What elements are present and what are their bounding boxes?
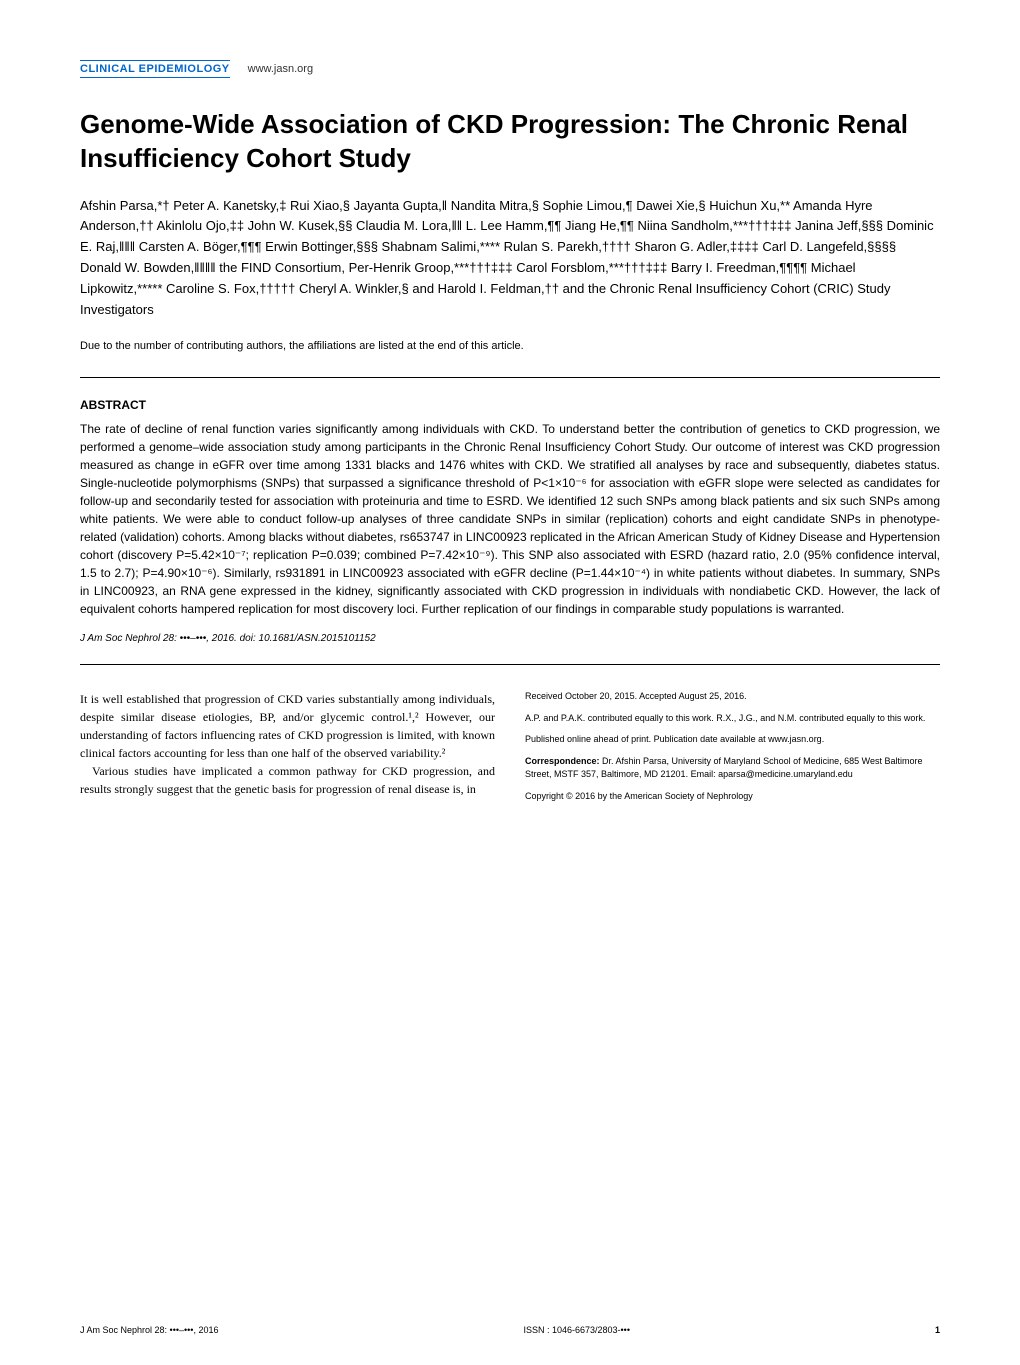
two-column-layout: It is well established that progression … — [80, 690, 940, 811]
copyright-line: Copyright © 2016 by the American Society… — [525, 790, 940, 804]
divider-line-2 — [80, 664, 940, 665]
category-label: CLINICAL EPIDEMIOLOGY — [80, 60, 230, 78]
affiliation-note: Due to the number of contributing author… — [80, 340, 940, 352]
body-paragraph-2: Various studies have implicated a common… — [80, 762, 495, 798]
received-date: Received October 20, 2015. Accepted Augu… — [525, 690, 940, 704]
page-footer: J Am Soc Nephrol 28: •••–•••, 2016 ISSN … — [80, 1325, 940, 1335]
abstract-text: The rate of decline of renal function va… — [80, 420, 940, 618]
correspondence-block: Correspondence: Dr. Afshin Parsa, Univer… — [525, 755, 940, 782]
divider-line — [80, 377, 940, 378]
header-row: CLINICAL EPIDEMIOLOGY www.jasn.org — [80, 60, 940, 108]
contributions-note: A.P. and P.A.K. contributed equally to t… — [525, 712, 940, 726]
footer-left: J Am Soc Nephrol 28: •••–•••, 2016 — [80, 1325, 218, 1335]
published-note: Published online ahead of print. Publica… — [525, 733, 940, 747]
website-link[interactable]: www.jasn.org — [248, 63, 313, 75]
body-paragraph-1: It is well established that progression … — [80, 690, 495, 762]
abstract-heading: ABSTRACT — [80, 398, 940, 412]
citation-line: J Am Soc Nephrol 28: •••–•••, 2016. doi:… — [80, 633, 940, 644]
right-column: Received October 20, 2015. Accepted Augu… — [525, 690, 940, 803]
author-list: Afshin Parsa,*† Peter A. Kanetsky,‡ Rui … — [80, 196, 940, 321]
footer-center: ISSN : 1046-6673/2803-••• — [523, 1325, 630, 1335]
correspondence-label: Correspondence: — [525, 756, 600, 766]
left-column: It is well established that progression … — [80, 690, 495, 798]
article-title: Genome-Wide Association of CKD Progressi… — [80, 108, 940, 176]
footer-page-number: 1 — [935, 1325, 940, 1335]
